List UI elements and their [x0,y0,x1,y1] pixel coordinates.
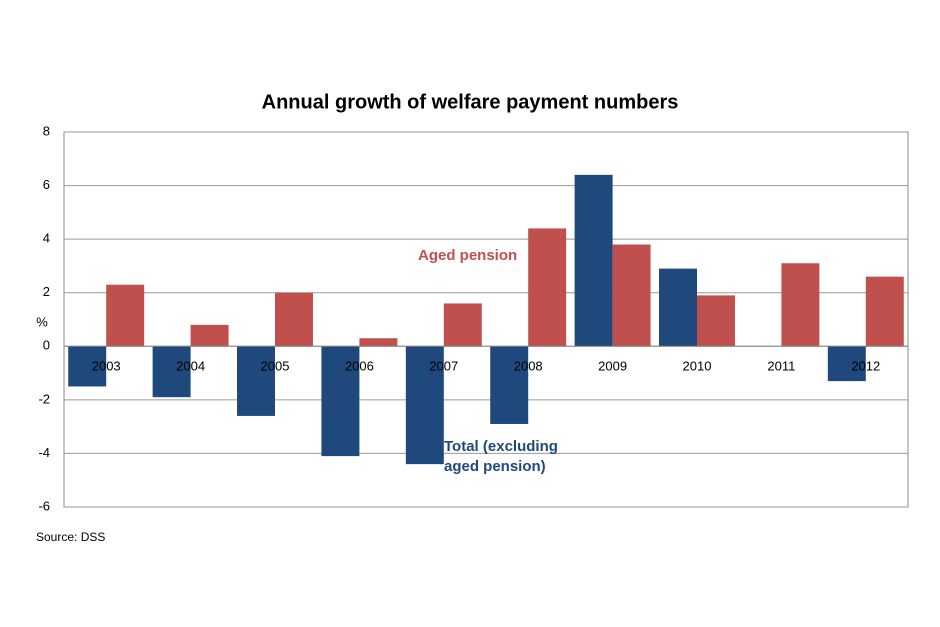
bar [781,263,820,347]
bar [697,295,735,347]
y-tick-label: 6 [43,177,50,192]
y-tick-label: -6 [38,498,50,513]
y-tick-label: 0 [43,338,50,353]
bar [106,284,145,347]
x-tick-label: 2004 [176,359,205,374]
x-tick-label: 2009 [598,359,627,374]
series-annotation: Aged pension [418,247,518,264]
bar [659,268,697,347]
bar [237,346,275,416]
bar [574,174,613,347]
bar [359,338,398,347]
x-tick-label: 2006 [345,359,374,374]
series-annotation: Total (excluding aged pension) [444,438,558,475]
bar [275,292,313,347]
bar [528,228,567,347]
y-axis-label: % [36,314,48,329]
x-tick-label: 2003 [92,359,121,374]
y-tick-label: 2 [43,284,50,299]
bar [405,346,444,465]
x-tick-label: 2005 [261,359,290,374]
x-tick-label: 2011 [767,359,795,374]
bar [490,346,529,424]
bar [443,303,482,347]
bar [612,244,651,347]
y-tick-label: 8 [43,123,50,138]
x-tick-label: 2012 [851,359,880,374]
bar [152,346,191,398]
bar [68,346,107,387]
y-tick-label: -2 [38,391,50,406]
y-tick-label: 4 [43,231,50,246]
bar [321,346,360,457]
bar [190,324,229,347]
bar [827,346,866,382]
bar [865,276,904,347]
x-tick-label: 2008 [514,359,543,374]
source-note: Source: DSS [36,530,105,544]
x-tick-label: 2007 [429,359,458,374]
chart-title: Annual growth of welfare payment numbers [262,91,679,113]
y-tick-label: -4 [38,445,50,460]
x-tick-label: 2010 [683,359,712,374]
